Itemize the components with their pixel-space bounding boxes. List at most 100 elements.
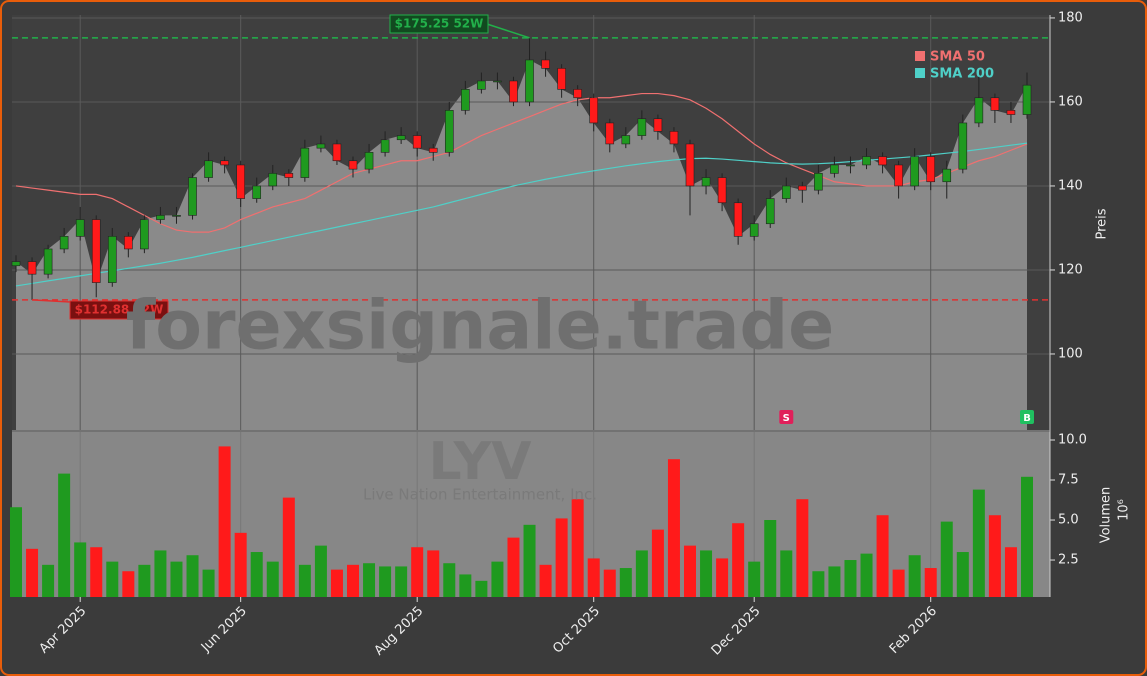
volume-bar (780, 550, 793, 597)
candle-body (910, 156, 919, 187)
annotation-arrow (32, 299, 71, 303)
volume-bar (138, 564, 151, 597)
annotation-box (69, 300, 169, 320)
volume-bar (282, 497, 295, 597)
candle-body (781, 185, 791, 199)
volume-bar (908, 555, 921, 597)
candle-body (461, 89, 470, 111)
volume-scale-label: 10⁶ (1117, 499, 1132, 521)
volume-bar (988, 515, 1001, 597)
candle-body (396, 135, 406, 141)
volume-bar (314, 545, 327, 597)
close-area (16, 59, 1027, 430)
legend-swatch (915, 51, 925, 61)
volume-bar (122, 571, 135, 597)
candle-body (236, 164, 245, 199)
sma-line (15, 142, 1028, 287)
candle-body (605, 122, 615, 145)
candle-body (573, 89, 582, 99)
volume-bar (475, 580, 488, 597)
signal-marker (1020, 410, 1034, 424)
volume-bar (764, 520, 777, 597)
volume-bar (667, 459, 680, 597)
volume-bar (26, 548, 39, 597)
volume-bar (828, 566, 841, 597)
volume-bar (684, 545, 696, 597)
volume-tick-label: 5.0 (1058, 513, 1079, 528)
candle-body (428, 147, 438, 153)
volume-bar (587, 558, 600, 597)
y-axis-label: Preis (1095, 208, 1110, 239)
volume-bar (250, 552, 263, 597)
volume-bar (218, 446, 231, 597)
candle-body (749, 223, 759, 237)
annotation-box (389, 14, 489, 34)
candle-body (43, 248, 53, 275)
volume-bar (154, 550, 167, 597)
volume-bar (507, 537, 520, 597)
candle-body (701, 177, 711, 187)
volume-bar (844, 560, 857, 597)
y-tick-label: 160 (1058, 94, 1083, 109)
volume-bar (748, 561, 761, 597)
signal-marker (779, 410, 794, 424)
volume-bar (363, 563, 376, 597)
candle-body (172, 215, 181, 217)
volume-bar (347, 564, 359, 597)
volume-tick-label: 7.5 (1058, 473, 1079, 488)
volume-bar (956, 552, 969, 597)
candle-body (990, 97, 1000, 111)
volume-bar (234, 532, 247, 597)
candle-body (156, 215, 165, 220)
volume-bar (379, 566, 392, 597)
symbol-watermark: LYV (429, 432, 532, 492)
candle-body (493, 80, 502, 83)
volume-bar (619, 568, 632, 597)
candle-body (541, 59, 550, 69)
candle-body (814, 173, 823, 191)
candle-body (188, 177, 197, 216)
volume-bar (330, 569, 343, 597)
sma-line (15, 92, 1028, 233)
candle-body (557, 68, 566, 90)
candle-body (525, 59, 534, 103)
company-watermark: Live Nation Entertainment, Inc. (363, 486, 597, 504)
volume-bar (170, 561, 183, 597)
candle-body (765, 198, 775, 225)
volume-bar (58, 473, 71, 597)
candle-body (974, 97, 984, 124)
volume-bar (459, 574, 472, 597)
signal-label: S (783, 413, 790, 424)
volume-bar (555, 518, 568, 597)
annotation-label: $112.88 52W (75, 303, 164, 317)
volume-bar (266, 561, 279, 597)
candle-body (830, 164, 839, 174)
volume-bar (651, 529, 664, 597)
y-tick-label: 180 (1058, 10, 1083, 25)
volume-bar (860, 553, 873, 597)
volume-bar (603, 569, 616, 597)
candle-body (284, 173, 294, 178)
volume-bar (716, 558, 729, 597)
volume-axis-label: Volumen (1099, 487, 1114, 544)
candle-body (942, 168, 952, 183)
volume-bar (796, 499, 809, 597)
candle-body (958, 122, 968, 170)
volume-bar (1021, 476, 1033, 597)
volume-bar (972, 489, 985, 597)
candle-body (204, 160, 213, 178)
candle-body (1022, 84, 1032, 115)
legend-swatch (915, 68, 925, 78)
volume-bar (74, 542, 87, 597)
candle-body (252, 185, 262, 199)
candle-body (846, 164, 855, 167)
candle-body (653, 118, 663, 132)
volume-tick-label: 10.0 (1058, 433, 1087, 448)
annotation-arrow (486, 23, 530, 39)
candle-body (685, 143, 695, 187)
candle-body (11, 261, 21, 267)
candle-body (878, 156, 887, 166)
volume-bar (892, 569, 905, 597)
volume-bar (106, 561, 119, 597)
volume-bar (924, 568, 937, 597)
